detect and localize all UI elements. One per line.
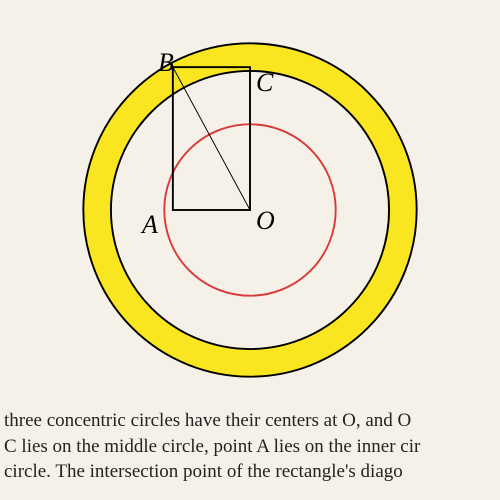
point-label-a: A [142,210,158,240]
problem-line-3: circle. The intersection point of the re… [4,459,496,485]
problem-line-1: three concentric circles have their cent… [4,408,496,434]
geometry-diagram: B C A O [50,10,450,410]
point-label-o: O [256,206,275,236]
point-label-b: B [158,48,174,78]
problem-text: three concentric circles have their cent… [0,408,500,485]
diagram-svg [50,10,450,410]
point-label-c: C [256,68,273,98]
problem-line-2: C lies on the middle circle, point A lie… [4,434,496,460]
